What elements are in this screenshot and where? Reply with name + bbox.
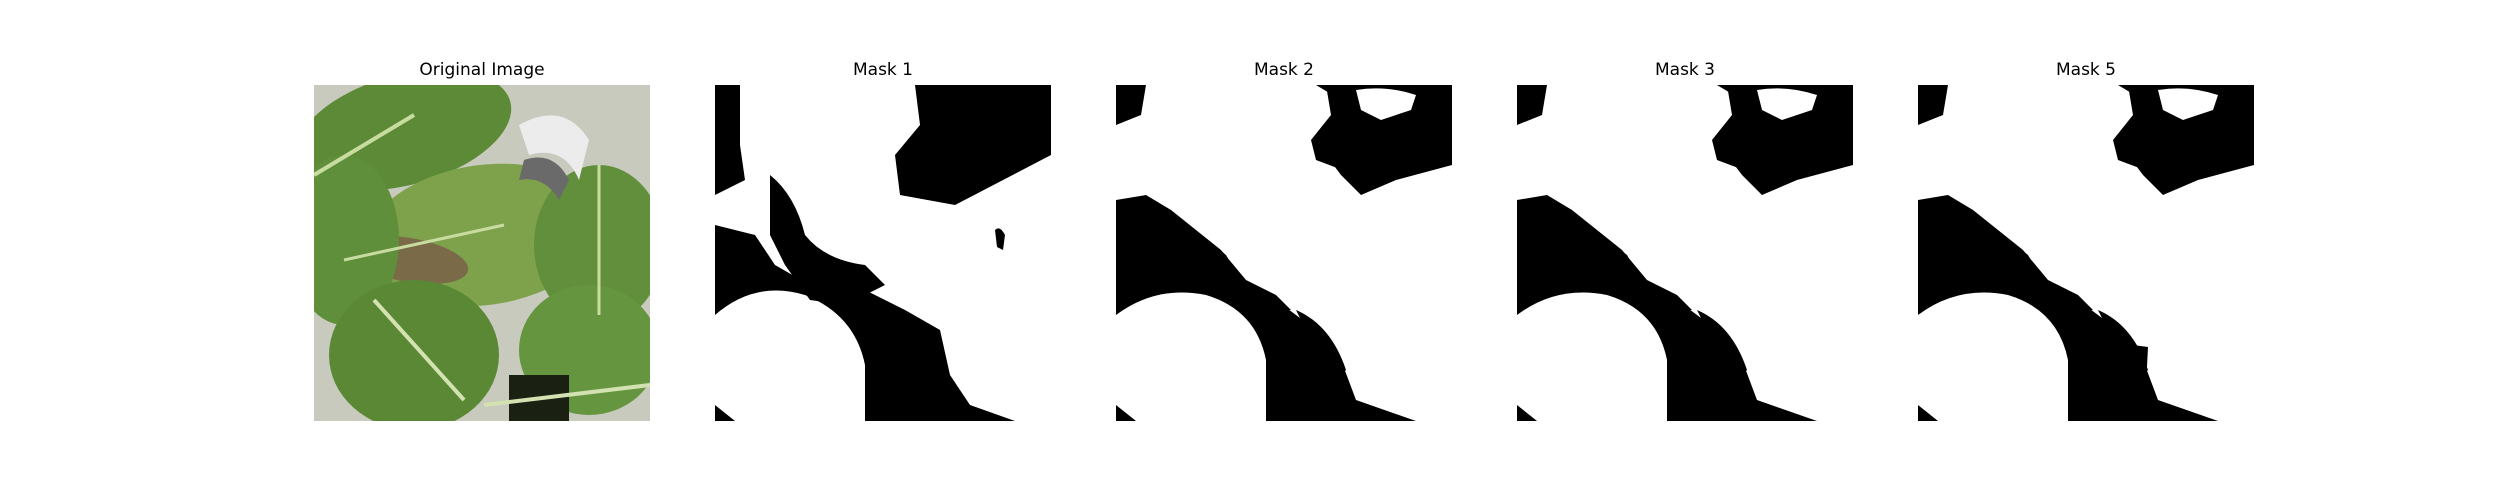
- mask-1-image: [715, 85, 1051, 421]
- panel-title-mask-5: Mask 5: [2055, 60, 2116, 80]
- panel-title-mask-3: Mask 3: [1654, 60, 1715, 80]
- mask-2-image: [1116, 85, 1452, 421]
- mask-2: [1116, 85, 1452, 421]
- mask-5: [1918, 85, 2254, 421]
- original-photo: [314, 85, 650, 421]
- panel-title-mask-1: Mask 1: [852, 60, 913, 80]
- panel-title-original: Original Image: [419, 60, 545, 80]
- mask-1: [715, 85, 1051, 421]
- mask-3-image: [1517, 85, 1853, 421]
- original-image: [314, 85, 650, 421]
- mask-3: [1517, 85, 1853, 421]
- mask-5-image: [1918, 85, 2254, 421]
- panel-title-mask-2: Mask 2: [1253, 60, 1314, 80]
